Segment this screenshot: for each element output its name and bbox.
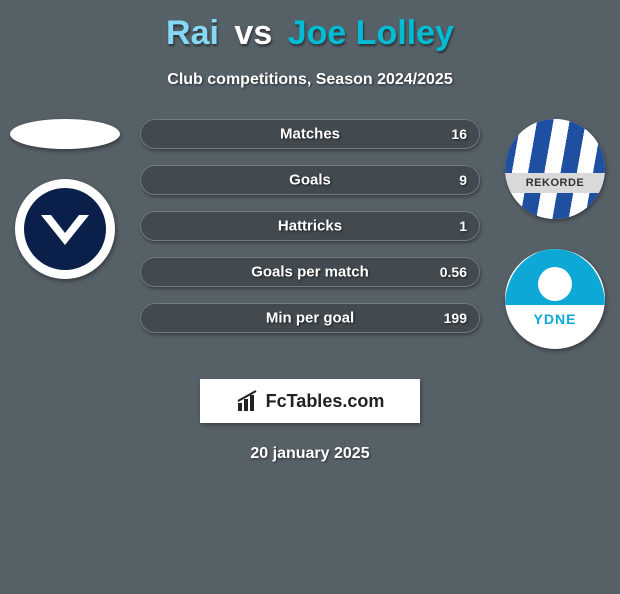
player1-column: [10, 119, 120, 279]
stat-bar: Matches16: [140, 119, 480, 149]
club-right-label: YDNE: [505, 311, 605, 327]
player1-avatar: [10, 119, 120, 149]
player2-avatar: REKORDE: [505, 119, 605, 219]
player1-club-badge: [15, 179, 115, 279]
stat-value-right: 199: [444, 310, 467, 326]
stat-label: Matches: [141, 126, 479, 143]
stat-bar: Min per goal199: [140, 303, 480, 333]
jersey-stripes: [505, 119, 605, 219]
stat-value-right: 0.56: [440, 264, 467, 280]
stat-label: Hattricks: [141, 218, 479, 235]
club-left-inner: [24, 188, 106, 270]
player2-club-badge: YDNE: [505, 249, 605, 349]
stat-label: Goals: [141, 172, 479, 189]
bar-chart-icon: [236, 389, 260, 413]
stat-value-right: 16: [451, 126, 467, 142]
snapshot-date: 20 january 2025: [0, 445, 620, 463]
player2-column: REKORDE YDNE: [500, 119, 610, 349]
player2-name: Joe Lolley: [288, 14, 454, 52]
stat-label: Goals per match: [141, 264, 479, 281]
stat-bar: Goals9: [140, 165, 480, 195]
jersey-band-text: REKORDE: [505, 173, 605, 193]
victory-chevron-icon: [35, 199, 95, 259]
stat-value-right: 1: [459, 218, 467, 234]
stat-label: Min per goal: [141, 310, 479, 327]
stat-value-right: 9: [459, 172, 467, 188]
stat-bar: Goals per match0.56: [140, 257, 480, 287]
brand-text: FcTables.com: [266, 391, 385, 412]
player1-name: Rai: [166, 14, 219, 52]
comparison-stage: REKORDE YDNE Matches16 Goals9 Hattricks1 Go…: [0, 119, 620, 379]
brand-box: FcTables.com: [200, 379, 420, 423]
club-right-ball-icon: [538, 267, 572, 301]
stat-bar: Hattricks1: [140, 211, 480, 241]
vs-text: vs: [234, 14, 272, 52]
subtitle: Club competitions, Season 2024/2025: [0, 71, 620, 89]
stat-bars: Matches16 Goals9 Hattricks1 Goals per match…: [140, 119, 480, 349]
comparison-title: Rai vs Joe Lolley: [0, 14, 620, 53]
